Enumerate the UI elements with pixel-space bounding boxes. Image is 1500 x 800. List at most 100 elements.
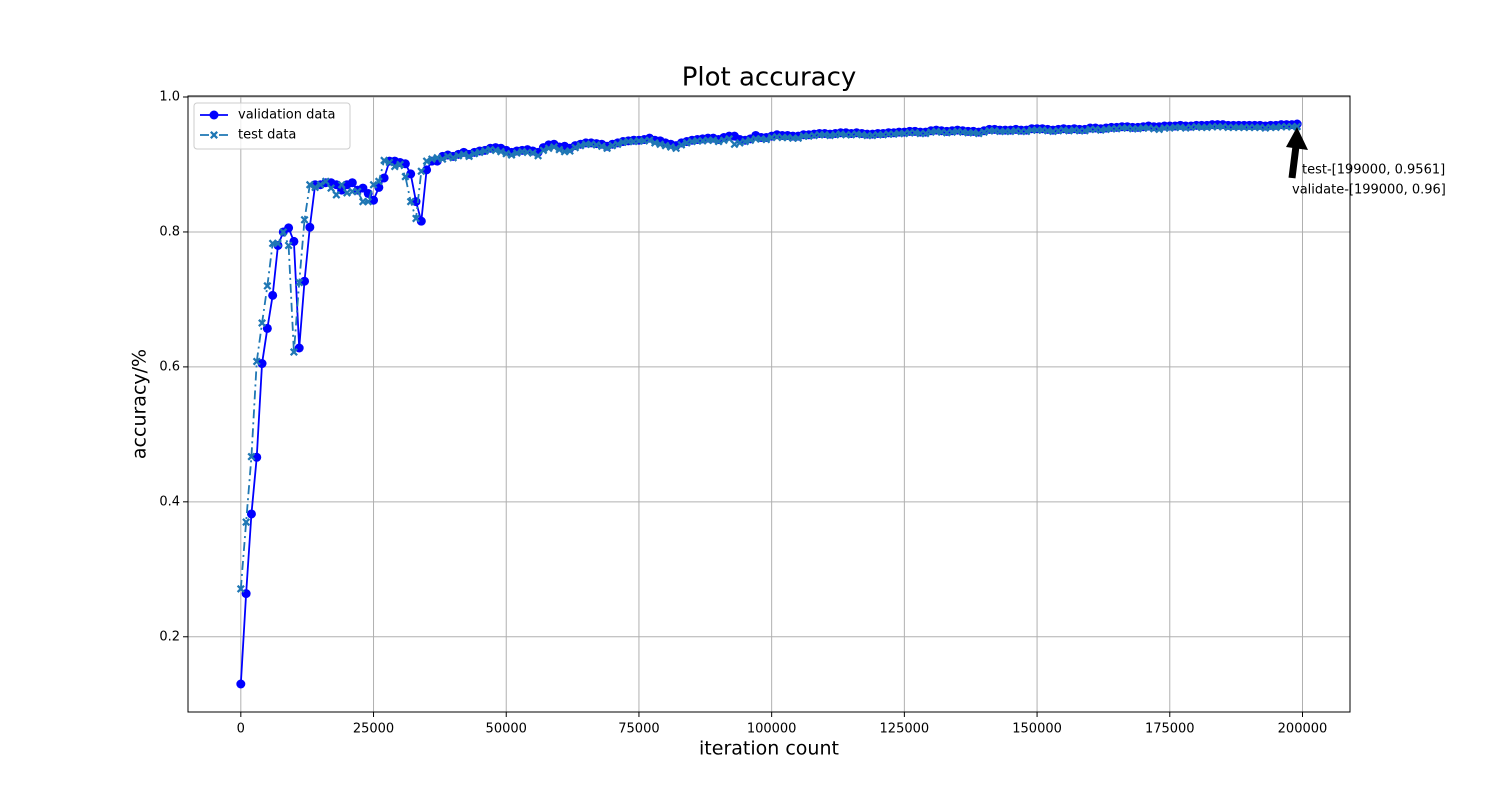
marker xyxy=(507,151,516,160)
x-tick-label: 175000 xyxy=(1145,722,1195,737)
marker xyxy=(242,518,251,527)
marker xyxy=(672,144,681,153)
x-tick-label: 50000 xyxy=(486,722,527,737)
marker xyxy=(316,180,325,189)
marker xyxy=(661,141,670,150)
annotation: validate-[199000, 0.96] xyxy=(1292,183,1446,198)
marker xyxy=(475,148,484,157)
marker xyxy=(353,187,362,196)
marker xyxy=(347,178,357,188)
marker xyxy=(252,357,261,366)
marker xyxy=(709,136,718,145)
marker xyxy=(746,136,755,145)
marker xyxy=(300,215,309,224)
marker xyxy=(481,146,490,155)
y-tick-label: 0.8 xyxy=(159,224,180,239)
marker xyxy=(539,146,548,155)
marker xyxy=(762,135,771,144)
x-tick-label: 75000 xyxy=(618,722,659,737)
marker xyxy=(380,156,389,165)
marker xyxy=(305,222,315,232)
marker xyxy=(470,149,479,158)
marker xyxy=(422,157,431,166)
x-tick-label: 200000 xyxy=(1278,722,1328,737)
marker xyxy=(677,140,686,149)
marker xyxy=(666,142,675,151)
marker xyxy=(273,239,282,248)
marker xyxy=(528,149,537,158)
x-tick-label: 25000 xyxy=(353,722,394,737)
marker xyxy=(305,180,314,189)
marker xyxy=(555,145,564,154)
marker xyxy=(603,144,612,153)
marker xyxy=(979,128,988,137)
marker xyxy=(735,138,744,147)
marker xyxy=(236,584,245,593)
marker xyxy=(454,151,463,160)
marker xyxy=(406,169,416,179)
marker xyxy=(645,136,654,145)
y-tick-label: 0.2 xyxy=(159,629,180,644)
marker xyxy=(1080,126,1089,135)
marker xyxy=(544,144,553,153)
marker xyxy=(417,167,426,176)
marker xyxy=(496,147,505,156)
marker xyxy=(491,146,500,155)
legend-label: validation data xyxy=(238,108,335,123)
marker xyxy=(279,227,288,236)
legend-marker xyxy=(209,110,219,120)
marker xyxy=(682,138,691,147)
legend-marker xyxy=(210,131,218,139)
marker xyxy=(321,177,330,186)
marker xyxy=(719,136,728,145)
y-tick-label: 1.0 xyxy=(159,90,180,105)
marker xyxy=(364,197,373,206)
marker xyxy=(332,190,341,199)
marker xyxy=(571,143,580,152)
marker xyxy=(613,140,622,149)
annotation: test-[199000, 0.9561] xyxy=(1302,163,1445,178)
marker xyxy=(1293,122,1302,131)
marker xyxy=(550,142,559,151)
plot-frame xyxy=(187,95,1351,713)
y-tick-label: 0.4 xyxy=(159,494,180,509)
marker xyxy=(459,150,468,159)
marker xyxy=(427,155,436,164)
marker xyxy=(974,129,983,138)
marker xyxy=(257,359,267,369)
marker xyxy=(406,197,415,206)
marker xyxy=(534,151,543,160)
marker xyxy=(390,162,399,171)
marker xyxy=(433,153,442,162)
y-tick-label: 0.6 xyxy=(159,359,180,374)
marker xyxy=(741,137,750,146)
marker xyxy=(374,177,383,186)
marker xyxy=(1022,127,1031,136)
x-tick-label: 100000 xyxy=(747,722,797,737)
x-tick-label: 0 xyxy=(237,722,245,737)
marker xyxy=(327,184,336,193)
marker xyxy=(730,140,739,149)
marker xyxy=(422,165,432,175)
grid xyxy=(188,96,1350,712)
marker xyxy=(289,348,298,357)
marker xyxy=(379,173,389,183)
marker xyxy=(608,141,617,150)
x-tick-label: 150000 xyxy=(1012,722,1062,737)
marker xyxy=(565,146,574,155)
marker xyxy=(576,141,585,150)
marker xyxy=(443,152,452,161)
marker xyxy=(465,152,474,161)
marker xyxy=(597,142,606,151)
marker xyxy=(502,149,511,158)
legend-box xyxy=(193,102,351,150)
chart-title: Plot accuracy xyxy=(682,63,857,93)
marker xyxy=(714,137,723,146)
marker xyxy=(512,149,521,158)
y-axis-label: accuracy/% xyxy=(129,349,151,459)
x-tick-label: 125000 xyxy=(880,722,930,737)
legend-label: test data xyxy=(238,128,296,143)
marker xyxy=(401,172,410,181)
marker xyxy=(258,319,267,328)
